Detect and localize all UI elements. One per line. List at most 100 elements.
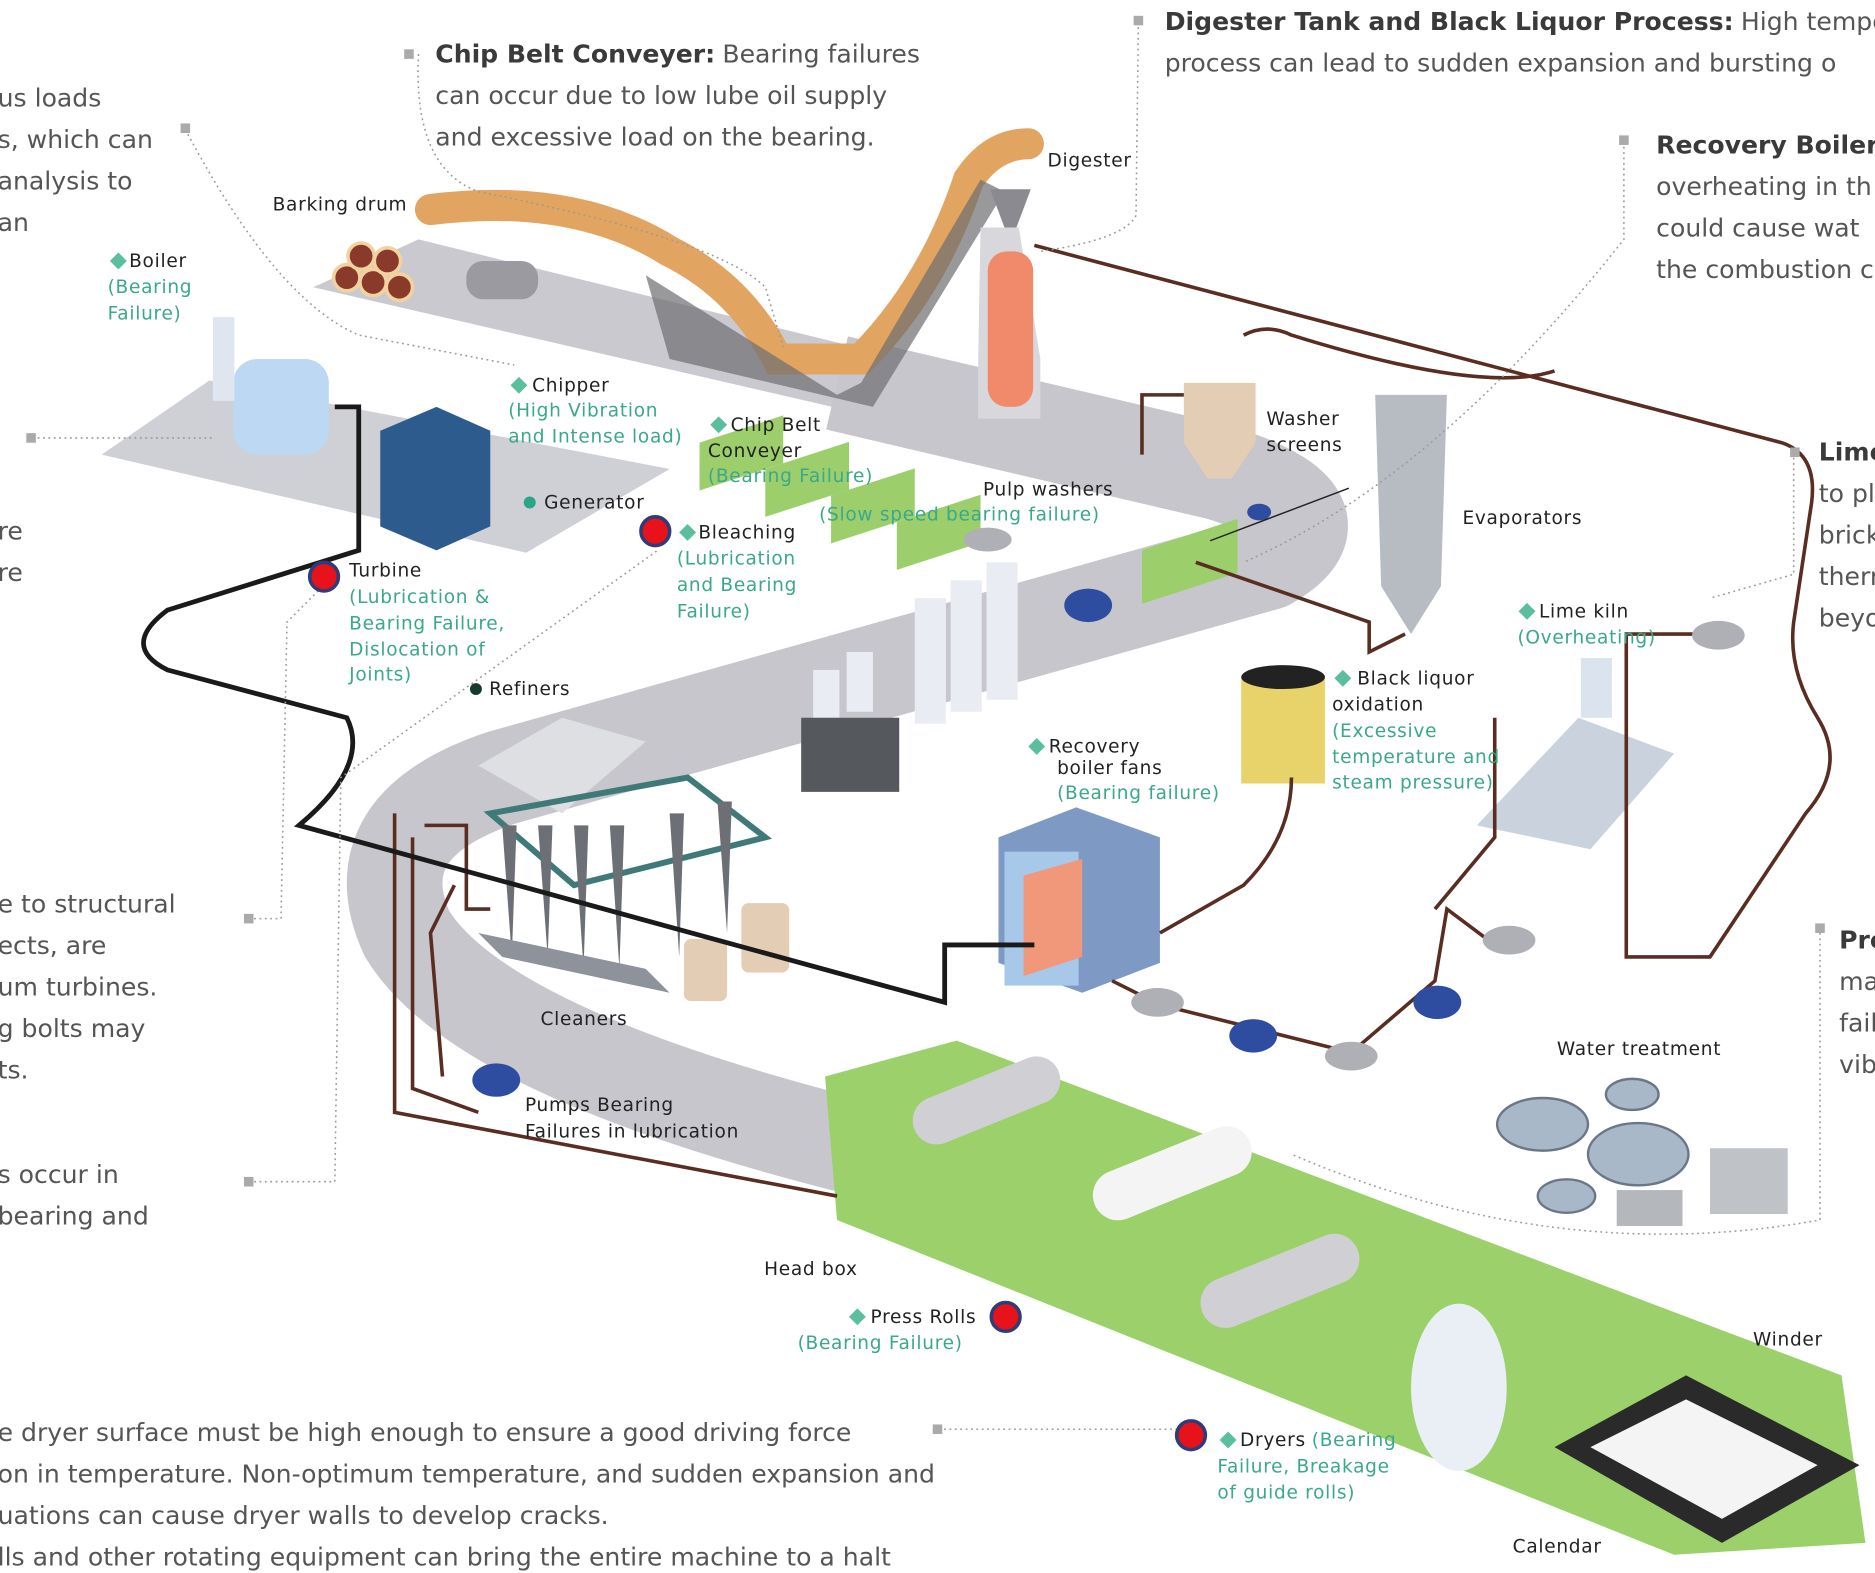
label: Chip Belt Conveyer (Bearing Failure): [708, 415, 873, 487]
callout-line: the combustion c: [1656, 255, 1874, 284]
callout: Digester Tank and Black Liquor Process: H…: [1165, 7, 1875, 77]
kiln-stack: [1580, 657, 1612, 718]
label-note: (Excessive: [1332, 721, 1437, 742]
diamond-marker: [1028, 737, 1046, 755]
callout-text: could cause wat: [1656, 213, 1860, 242]
callout-line: process can lead to sudden expansion and…: [1165, 49, 1837, 78]
callout-head: Digester Tank and Black Liquor Process:: [1165, 7, 1734, 36]
label-note: (Lubrication: [677, 549, 796, 570]
label-name: Barking drum: [273, 195, 408, 216]
callout: Pre ma fail vib: [1839, 926, 1875, 1079]
callout-line: overheating in th: [1656, 172, 1872, 201]
callout: e dryer surface must be high enough to e…: [0, 1418, 935, 1571]
callout-line: an: [0, 208, 29, 237]
callout-line: and excessive load on the bearing.: [435, 122, 874, 151]
callout-line: ects, are: [0, 931, 106, 960]
label-note: Dislocation of: [349, 640, 485, 661]
label-note: (High Vibration: [508, 400, 658, 421]
boiler: [233, 359, 329, 455]
digester-core: [987, 251, 1034, 407]
label-note: (Overheating): [1517, 628, 1655, 649]
callout-line: can occur due to low lube oil supply: [435, 81, 887, 110]
label-name: Lime kiln: [1539, 601, 1629, 622]
callout-text: fail: [1839, 1009, 1875, 1038]
callout-text: vib: [1839, 1050, 1875, 1079]
label-name: oxidation: [1332, 695, 1424, 716]
callout: re re: [0, 517, 23, 587]
callout-text: re: [0, 517, 23, 546]
valves: [963, 527, 1745, 1071]
label-name: Chipper: [532, 375, 609, 396]
pumps: [472, 503, 1462, 1097]
tank: [741, 903, 790, 973]
water-building: [1709, 1148, 1788, 1214]
diamond-marker: [1219, 1431, 1237, 1449]
callout-line: fail: [1839, 1009, 1875, 1038]
diamond-marker: [109, 252, 127, 270]
callout-text: s, which can: [0, 125, 153, 154]
label: Digester: [1048, 150, 1131, 171]
callout-text: re: [0, 558, 23, 587]
label-name: Refiners: [489, 679, 570, 700]
power-line: [141, 404, 1035, 1006]
callout-line: lls and other rotating equipment can bri…: [0, 1543, 891, 1572]
logs: [331, 241, 415, 303]
chip-belt: [414, 128, 1044, 375]
label: Evaporators: [1462, 508, 1581, 529]
tank: [683, 938, 728, 1002]
washer-screen: [1183, 382, 1256, 479]
label-name: boiler fans: [1057, 758, 1162, 779]
bleach-towers: [813, 562, 1018, 724]
label: Press Rolls (Bearing Failure): [798, 1307, 977, 1354]
callout-line: to pl: [1819, 479, 1875, 508]
label: Boiler (Bearing Failure): [108, 251, 192, 325]
label-name: Turbine: [348, 561, 422, 582]
label-note: Joints): [348, 665, 412, 686]
label: Lime kiln (Overheating): [1517, 601, 1655, 648]
label: Barking drum: [273, 195, 408, 216]
callout-line: s occur in: [0, 1160, 119, 1189]
label: Calendar: [1513, 1536, 1602, 1557]
callout-text: to pl: [1819, 479, 1875, 508]
conveyor-frame: [645, 179, 1005, 407]
lime-kiln: [1476, 717, 1675, 850]
label-name: Calendar: [1513, 1536, 1602, 1557]
label-name: Press Rolls: [871, 1307, 977, 1328]
callout-line: analysis to: [0, 167, 132, 196]
label: Winder: [1753, 1330, 1822, 1351]
generator-house: [380, 406, 491, 551]
callout-text: process can lead to sudden expansion and…: [1165, 49, 1837, 78]
callout-line: ma: [1839, 967, 1875, 996]
callout-line: vib: [1839, 1050, 1875, 1079]
label: Bleaching (Lubrication and Bearing Failure): [677, 522, 797, 622]
callout-text: um turbines.: [0, 973, 157, 1002]
callout-text: bearing and: [0, 1201, 149, 1230]
callout: Chip Belt Conveyer: Bearing failures can o…: [435, 39, 920, 151]
callout: s occur in bearing and: [0, 1160, 149, 1230]
label-note: (Slow speed bearing failure): [819, 504, 1100, 525]
callout-line: g bolts may: [0, 1014, 146, 1043]
callout-line: beyo: [1819, 604, 1875, 633]
callout-line: uations can cause dryer walls to develop…: [0, 1501, 609, 1530]
failure-markers: [307, 515, 1208, 1452]
label-note: (Bearing Failure): [708, 466, 873, 487]
dot-marker: [523, 496, 536, 509]
texts: us loads s, which can analysis to an Chip Be…: [0, 7, 1875, 1572]
pipes: [392, 243, 1832, 1198]
callout-text: uations can cause dryer walls to develop…: [0, 1501, 609, 1530]
label: Generator: [523, 492, 644, 513]
label-name: Washer: [1266, 409, 1339, 430]
refiner-deck: [478, 717, 646, 814]
label-name: Black liquor: [1357, 668, 1474, 689]
diamond-marker: [848, 1308, 866, 1326]
label-name: Conveyer: [708, 441, 802, 462]
label: Water treatment: [1557, 1039, 1721, 1060]
label-note: (Bearing failure): [1057, 783, 1220, 804]
label-note: Bearing Failure,: [349, 613, 505, 634]
callout-line: brick: [1819, 521, 1875, 550]
callout-line: us loads: [0, 84, 101, 113]
label-name: Dryers: [1240, 1430, 1306, 1451]
callout-line: re: [0, 558, 23, 587]
